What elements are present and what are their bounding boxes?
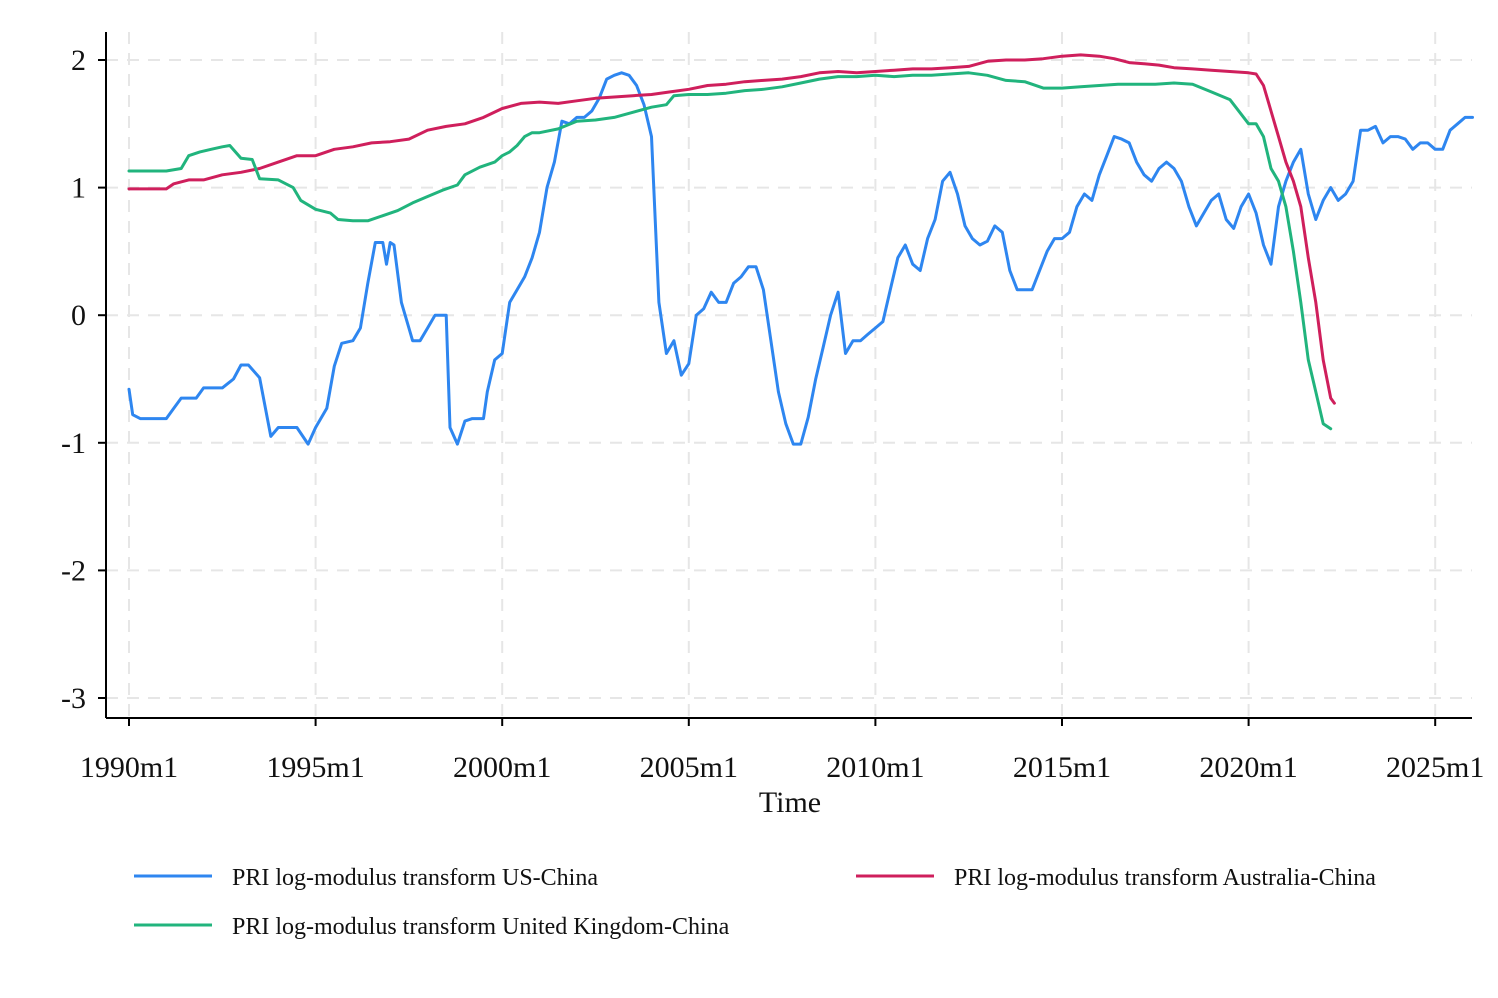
y-tick-label: -2 [61,554,86,587]
x-tick-label: 1990m1 [80,751,178,784]
legend-label: PRI log-modulus transform Australia-Chin… [954,865,1376,891]
y-tick-label: 2 [71,44,86,77]
axes [105,32,1472,719]
x-tick-label: 2020m1 [1199,751,1297,784]
x-tick-label: 2005m1 [640,751,738,784]
x-tick-label: 2000m1 [453,751,551,784]
series-line [127,71,1474,446]
series-line [127,71,1333,431]
legend-label: PRI log-modulus transform US-China [232,865,598,891]
grid [106,32,1472,718]
y-tick-label: 1 [71,172,86,205]
x-tick-label: 1995m1 [266,751,364,784]
series-line [127,53,1336,405]
ticks: 1990m1 1995m1 2000m1 2005m1 2010m1 2015m1 2020… [61,44,1484,784]
x-tick-label: 2010m1 [826,751,924,784]
series [127,53,1474,446]
legend-label: PRI log-modulus transform United Kingdom… [232,914,730,940]
x-axis-title: Time [759,786,821,819]
x-tick-label: 2015m1 [1013,751,1111,784]
x-tick-label: 2025m1 [1386,751,1484,784]
legend: PRI log-modulus transform US-China PRI lo… [134,865,1376,940]
y-tick-label: 0 [71,299,86,332]
y-tick-label: -1 [61,427,86,460]
y-tick-label: -3 [61,682,86,715]
